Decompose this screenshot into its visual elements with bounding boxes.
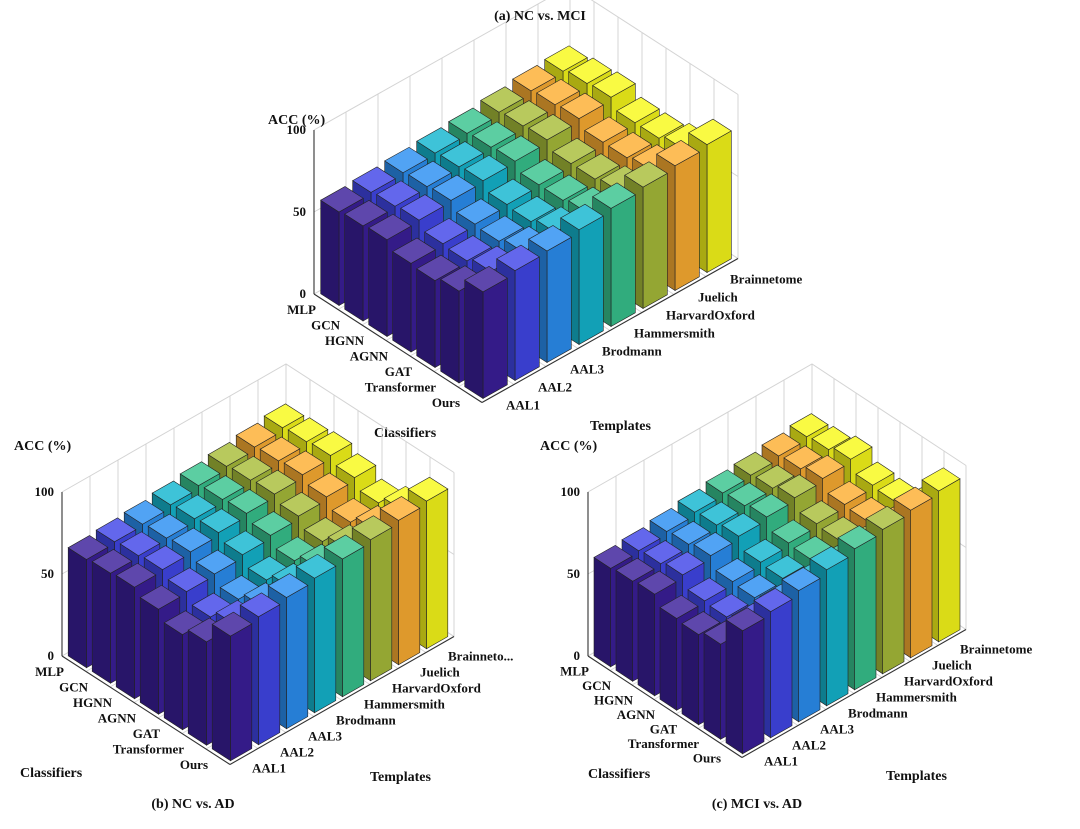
bar-ours-hammersmith bbox=[837, 525, 877, 691]
bars bbox=[67, 403, 449, 762]
classifier-axis bbox=[587, 655, 743, 758]
template-label: AAL1 bbox=[764, 754, 798, 769]
classifier-label: AGNN bbox=[617, 707, 656, 722]
classifier-label: Transformer bbox=[365, 379, 436, 394]
template-axis bbox=[481, 258, 739, 403]
template-axis-title: Templates bbox=[370, 770, 431, 785]
template-label: Brodmann bbox=[336, 713, 396, 728]
z-axis-title: ACC (%) bbox=[540, 439, 597, 454]
classifier-label: HGNN bbox=[325, 333, 365, 348]
template-label: Brodmann bbox=[602, 344, 662, 359]
classifier-label: AGNN bbox=[350, 348, 389, 363]
z-tick-label: 100 bbox=[561, 484, 581, 499]
classifier-label: GAT bbox=[385, 364, 413, 379]
z-tick-label: 100 bbox=[35, 484, 55, 499]
template-label: AAL1 bbox=[506, 398, 540, 413]
bars bbox=[593, 413, 961, 755]
classifier-label: Transformer bbox=[628, 736, 699, 751]
bar-ours-aal1 bbox=[211, 611, 253, 762]
classifier-label: Ours bbox=[180, 757, 208, 772]
template-label: AAL2 bbox=[792, 738, 826, 753]
template-label: Brodmann bbox=[848, 706, 908, 721]
chart-title: (a) NC vs. MCI bbox=[494, 9, 586, 24]
z-tick-label: 50 bbox=[567, 566, 580, 581]
classifier-axis bbox=[313, 293, 483, 403]
classifier-label: AGNN bbox=[98, 710, 137, 725]
bar-ours-aal1 bbox=[464, 266, 508, 400]
template-label: Hammersmith bbox=[634, 326, 716, 341]
classifier-label: HGNN bbox=[594, 692, 634, 707]
z-tick-label: 50 bbox=[41, 566, 54, 581]
classifier-label: MLP bbox=[560, 663, 589, 678]
z-axis-title: ACC (%) bbox=[268, 113, 325, 128]
template-label: Juelich bbox=[698, 290, 738, 305]
template-axis bbox=[741, 629, 967, 758]
classifier-label: GAT bbox=[133, 726, 161, 741]
classifier-axis-title: Classifiers bbox=[20, 766, 83, 781]
classifier-label: Ours bbox=[432, 395, 460, 410]
template-axis-title: Templates bbox=[886, 769, 947, 784]
classifier-label: HGNN bbox=[73, 695, 113, 710]
classifier-label: GAT bbox=[650, 721, 678, 736]
template-label: Brainneto... bbox=[448, 649, 513, 664]
template-label: Hammersmith bbox=[876, 690, 958, 705]
template-axis-title: Templates bbox=[590, 419, 651, 434]
classifier-label: Ours bbox=[693, 750, 721, 765]
z-tick-label: 100 bbox=[287, 122, 307, 137]
classifier-label: GCN bbox=[311, 317, 341, 332]
chart-title: (c) MCI vs. AD bbox=[712, 797, 802, 812]
chart-title: (b) NC vs. AD bbox=[151, 797, 234, 812]
template-label: Brainnetome bbox=[960, 642, 1032, 657]
z-tick-label: 0 bbox=[300, 286, 307, 301]
template-label: HarvardOxford bbox=[392, 681, 482, 696]
template-label: Juelich bbox=[932, 658, 972, 673]
template-axis bbox=[229, 636, 455, 765]
classifier-label: GCN bbox=[582, 678, 612, 693]
classifier-axis bbox=[61, 655, 231, 765]
z-tick-label: 0 bbox=[48, 648, 55, 663]
classifier-label: Transformer bbox=[113, 741, 184, 756]
z-axis-title: ACC (%) bbox=[14, 439, 71, 454]
template-label: AAL2 bbox=[538, 380, 572, 395]
classifier-label: MLP bbox=[287, 302, 316, 317]
classifier-label: MLP bbox=[35, 664, 64, 679]
template-label: AAL1 bbox=[252, 761, 286, 776]
template-label: AAL3 bbox=[820, 722, 854, 737]
bar-ours-aal1 bbox=[725, 607, 765, 755]
classifier-axis-title: Classifiers bbox=[374, 426, 437, 441]
template-label: Juelich bbox=[420, 665, 460, 680]
template-label: HarvardOxford bbox=[904, 674, 994, 689]
classifier-label: GCN bbox=[59, 679, 89, 694]
z-tick-label: 0 bbox=[574, 648, 581, 663]
classifier-axis-title: Classifiers bbox=[588, 767, 651, 782]
bars bbox=[320, 45, 732, 400]
template-label: Brainnetome bbox=[730, 272, 802, 287]
template-label: AAL3 bbox=[308, 729, 342, 744]
template-label: HarvardOxford bbox=[666, 308, 756, 323]
template-label: Hammersmith bbox=[364, 697, 446, 712]
template-label: AAL2 bbox=[280, 745, 314, 760]
template-label: AAL3 bbox=[570, 362, 604, 377]
z-tick-label: 50 bbox=[293, 204, 306, 219]
